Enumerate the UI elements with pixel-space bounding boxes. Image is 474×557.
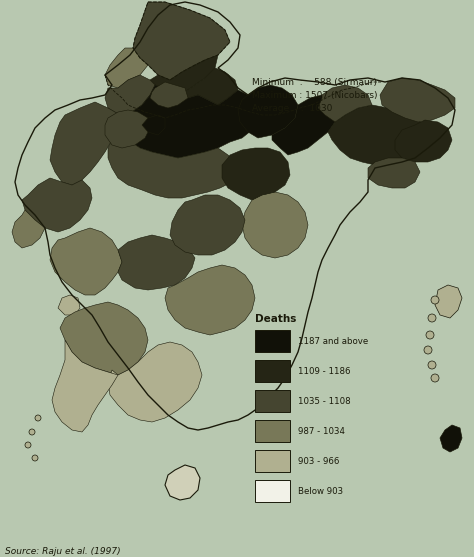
Polygon shape <box>435 285 462 318</box>
Text: 1035 - 1108: 1035 - 1108 <box>298 397 351 405</box>
Polygon shape <box>328 105 430 165</box>
Polygon shape <box>50 228 122 295</box>
Polygon shape <box>105 48 148 88</box>
Text: 987 - 1034: 987 - 1034 <box>298 427 345 436</box>
Bar <box>255 480 290 502</box>
Circle shape <box>431 296 439 304</box>
Polygon shape <box>318 85 372 122</box>
Polygon shape <box>105 110 150 148</box>
Bar <box>255 450 290 472</box>
Circle shape <box>424 346 432 354</box>
Text: Source: Raju et al. (1997): Source: Raju et al. (1997) <box>5 547 120 556</box>
Polygon shape <box>118 85 258 158</box>
Polygon shape <box>22 178 92 232</box>
Polygon shape <box>440 425 462 452</box>
Polygon shape <box>142 115 165 135</box>
Polygon shape <box>50 102 120 185</box>
Polygon shape <box>222 148 290 200</box>
Circle shape <box>29 429 35 435</box>
Polygon shape <box>108 130 238 198</box>
Text: Maximum : 1507 (Nicobars): Maximum : 1507 (Nicobars) <box>252 91 377 100</box>
Polygon shape <box>395 120 452 162</box>
Polygon shape <box>150 55 218 92</box>
Circle shape <box>428 314 436 322</box>
Text: Deaths: Deaths <box>255 314 296 324</box>
Polygon shape <box>60 302 148 375</box>
Polygon shape <box>52 340 118 432</box>
Text: 1109 - 1186: 1109 - 1186 <box>298 367 350 375</box>
Polygon shape <box>242 192 308 258</box>
Text: Average    :  1030: Average : 1030 <box>252 104 332 113</box>
Polygon shape <box>380 78 455 122</box>
Text: 903 - 966: 903 - 966 <box>298 457 339 466</box>
Bar <box>255 420 290 442</box>
Polygon shape <box>133 2 230 80</box>
Text: Below 903: Below 903 <box>298 486 343 496</box>
Polygon shape <box>272 95 338 155</box>
Polygon shape <box>165 265 255 335</box>
Polygon shape <box>368 158 420 188</box>
Polygon shape <box>185 68 238 105</box>
Circle shape <box>431 374 439 382</box>
Bar <box>255 390 290 412</box>
Polygon shape <box>108 342 202 422</box>
Polygon shape <box>170 195 245 255</box>
Circle shape <box>35 415 41 421</box>
Polygon shape <box>58 295 80 315</box>
Circle shape <box>428 361 436 369</box>
Polygon shape <box>105 75 155 115</box>
Bar <box>255 360 290 382</box>
Polygon shape <box>150 82 188 108</box>
Circle shape <box>32 455 38 461</box>
Polygon shape <box>238 85 298 138</box>
Text: 1187 and above: 1187 and above <box>298 336 368 345</box>
Polygon shape <box>165 465 200 500</box>
Polygon shape <box>12 210 45 248</box>
Text: Minimum  :    588 (Sirmaur): Minimum : 588 (Sirmaur) <box>252 78 377 87</box>
Polygon shape <box>118 235 195 290</box>
Circle shape <box>25 442 31 448</box>
Circle shape <box>426 331 434 339</box>
Bar <box>255 330 290 352</box>
